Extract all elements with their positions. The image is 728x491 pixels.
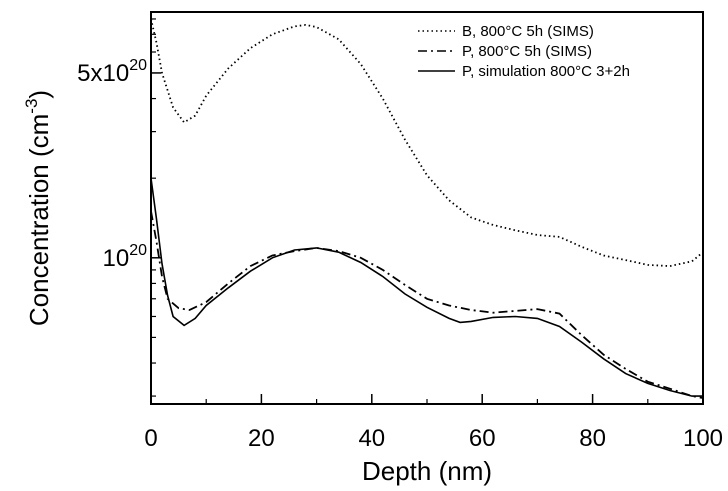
legend: B, 800°C 5h (SIMS) P, 800°C 5h (SIMS) P, s…: [418, 23, 630, 80]
series-line-2: [150, 178, 703, 397]
series-line-0: [150, 18, 704, 268]
legend-label-1: P, 800°C 5h (SIMS): [462, 43, 592, 60]
y-axis-ticks: 1020 5x1020: [77, 18, 161, 397]
legend-label-0: B, 800°C 5h (SIMS): [462, 23, 594, 40]
legend-label-2: P, simulation 800°C 3+2h: [462, 63, 630, 80]
y-tick-label-1: 5x1020: [77, 57, 147, 87]
x-tick-label-3: 60: [469, 425, 496, 452]
plot-lines: [150, 18, 704, 399]
x-tick-label-0: 0: [144, 425, 157, 452]
x-tick-label-4: 80: [579, 425, 606, 452]
x-tick-label-5: 100: [683, 425, 723, 452]
x-tick-label-2: 40: [358, 425, 385, 452]
x-axis-title: Depth (nm): [362, 456, 492, 486]
y-tick-label-0: 1020: [103, 242, 148, 272]
x-tick-label-1: 20: [248, 425, 275, 452]
y-axis-title: Concentration (cm-3): [22, 90, 54, 326]
series-line-1: [150, 211, 704, 399]
x-axis-ticks: 0 20 40 60 80 100: [144, 394, 723, 452]
